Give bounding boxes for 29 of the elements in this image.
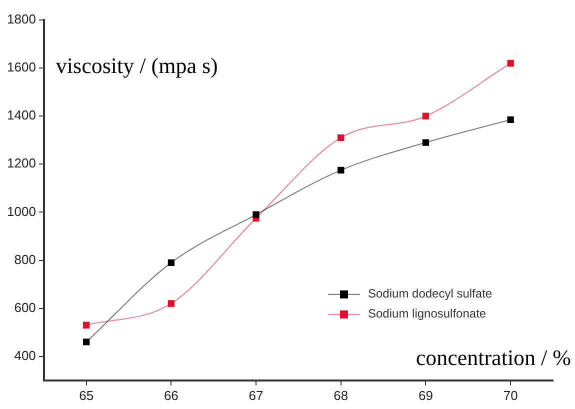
point — [422, 139, 430, 146]
y-tick-label: 1800 — [7, 12, 36, 27]
point — [168, 300, 175, 307]
point — [507, 116, 514, 124]
x-tick-label: 70 — [503, 388, 518, 403]
x-tick-label: 68 — [334, 388, 348, 403]
x-tick-label: 66 — [164, 388, 178, 403]
y-tick-label: 800 — [14, 252, 36, 267]
y-tick-label: 1200 — [7, 156, 36, 171]
point — [168, 259, 175, 266]
point — [338, 134, 344, 142]
y-axis-title: viscosity / (mpa s) — [56, 52, 218, 78]
x-tick-label: 69 — [418, 388, 433, 403]
point — [252, 211, 260, 218]
y-tick-label: 1000 — [7, 204, 36, 219]
point — [83, 338, 90, 346]
y-tick-label: 400 — [14, 348, 36, 363]
x-axis-title: concentration / % — [416, 345, 571, 370]
y-tick-label: 600 — [14, 300, 36, 315]
point — [507, 60, 514, 67]
legend-label: Sodium lignosulfonate — [368, 306, 486, 321]
point — [83, 322, 90, 328]
x-tick-label: 65 — [79, 388, 94, 403]
x-tick-label: 67 — [248, 388, 264, 403]
legend-label: Sodium dodecyl sulfate — [368, 286, 492, 301]
y-tick-label: 1600 — [7, 60, 36, 75]
point — [422, 112, 430, 120]
point — [338, 166, 344, 174]
y-tick-label: 1400 — [7, 108, 36, 123]
